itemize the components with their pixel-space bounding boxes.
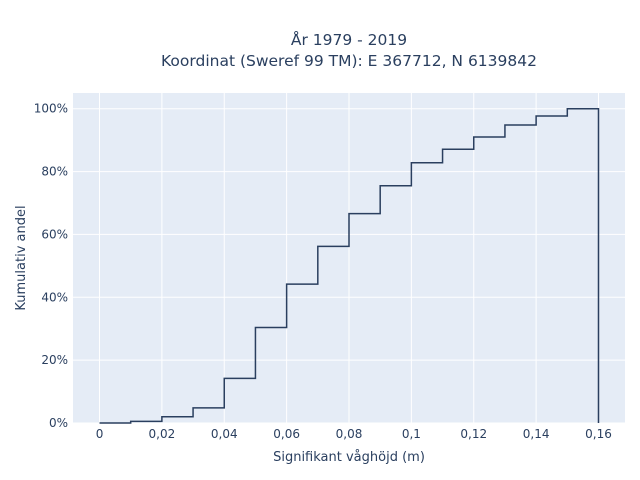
x-tick-labels: 0 0,02 0,04 0,06 0,08 0,1 0,12 0,14 0,16 (96, 427, 612, 441)
y-tick-label: 0% (49, 416, 68, 430)
series-step-line (99, 107, 600, 424)
y-tick-label: 80% (41, 165, 68, 179)
y-axis-label: Kumulativ andel (14, 205, 29, 310)
x-tick-label: 0,14 (523, 427, 550, 441)
x-tick-label: 0,16 (585, 427, 612, 441)
x-tick-label: 0,02 (149, 427, 176, 441)
y-tick-label: 60% (41, 227, 68, 241)
x-tick-label: 0,12 (460, 427, 487, 441)
y-tick-labels: 0% 20% 40% 60% 80% 100% (34, 102, 68, 430)
x-tick-label: 0,06 (273, 427, 300, 441)
x-tick-label: 0 (96, 427, 104, 441)
y-tick-label: 40% (41, 290, 68, 304)
x-axis-label: Signifikant våghöjd (m) (273, 450, 425, 465)
x-tick-label: 0,1 (402, 427, 421, 441)
y-tick-label: 100% (34, 102, 68, 116)
x-tick-label: 0,08 (336, 427, 363, 441)
chart-title-line-1: År 1979 - 2019 (291, 30, 407, 49)
chart-title-line-2: Koordinat (Sweref 99 TM): E 367712, N 61… (161, 52, 537, 70)
x-tick-label: 0,04 (211, 427, 238, 441)
y-tick-label: 20% (41, 353, 68, 367)
